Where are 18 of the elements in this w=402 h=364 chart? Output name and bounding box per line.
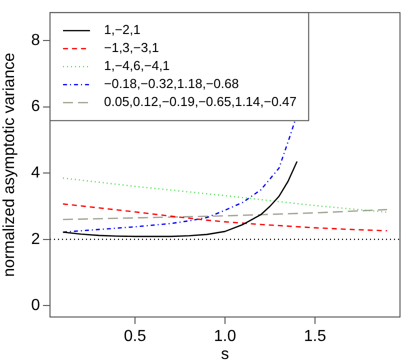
line-series [62, 177, 388, 213]
y-tick-label: 4 [31, 164, 40, 182]
y-tick-label: 2 [31, 230, 40, 248]
x-tick-label: 0.5 [124, 328, 146, 346]
x-tick-label: 1.5 [304, 328, 326, 346]
y-axis-title: normalized asymptotic variance [1, 52, 18, 277]
line-series [62, 203, 388, 232]
legend-label: 1,−2,1 [104, 22, 141, 38]
y-tick-label: 8 [31, 32, 40, 49]
x-tick-label: 1.0 [214, 328, 236, 346]
line-series [62, 208, 388, 220]
x-axis-title: s [221, 346, 229, 363]
legend-label: 1,−4,6,−4,1 [104, 58, 170, 74]
legend-label: −0.18,−0.32,1.18,−0.68 [104, 76, 239, 92]
y-tick-label: 6 [31, 98, 40, 116]
y-tick-label: 0 [31, 297, 40, 314]
legend-label: 0.05,0.12,−0.19,−0.65,1.14,−0.47 [104, 94, 297, 110]
legend-label: −1,3,−3,1 [104, 40, 159, 56]
